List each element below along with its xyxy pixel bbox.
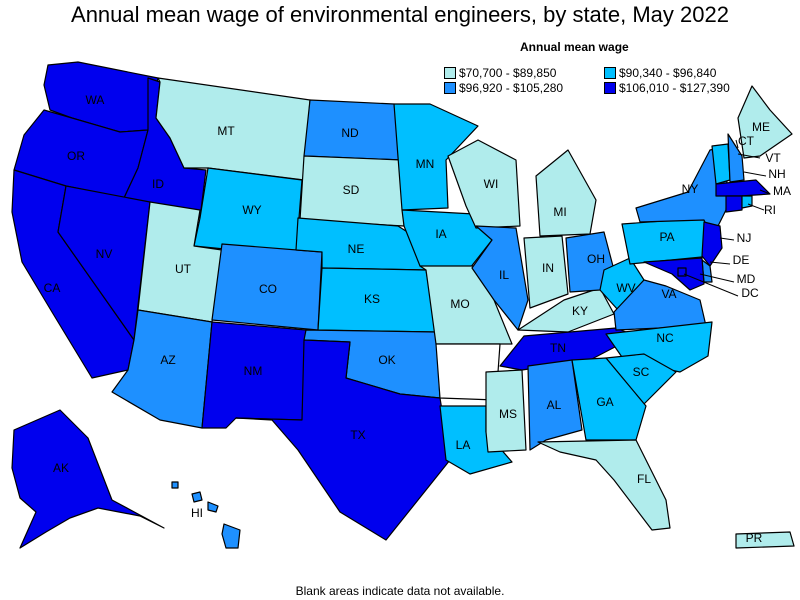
state-MD[interactable]	[643, 257, 705, 291]
legend-label: $90,340 - $96,840	[619, 66, 717, 80]
state-label-KY: KY	[572, 304, 588, 318]
leader-line-RI	[747, 203, 765, 211]
state-label-OK: OK	[378, 353, 395, 367]
state-label-ID: ID	[152, 177, 164, 191]
leader-line-MD	[699, 273, 735, 283]
state-label-WA: WA	[86, 93, 105, 107]
state-NH[interactable]	[727, 133, 745, 183]
state-label-IN: IN	[542, 261, 554, 275]
state-label-NM: NM	[244, 364, 263, 378]
leader-line-DE	[709, 261, 731, 265]
state-label-AZ: AZ	[160, 353, 175, 367]
state-label-OH: OH	[587, 252, 605, 266]
state-WI[interactable]	[447, 139, 521, 229]
state-label-IA: IA	[435, 227, 446, 241]
state-label-SC: SC	[633, 365, 650, 379]
state-FL[interactable]	[537, 439, 671, 531]
state-label-NV: NV	[96, 247, 113, 261]
state-IL[interactable]	[471, 225, 529, 331]
legend-label: $96,920 - $105,280	[459, 81, 564, 95]
state-label-PA: PA	[659, 230, 674, 244]
state-label-OR: OR	[67, 149, 85, 163]
state-MA[interactable]	[715, 179, 771, 197]
state-MS[interactable]	[485, 369, 527, 453]
legend-label: $70,700 - $89,850	[459, 66, 557, 80]
state-label-MA: MA	[773, 184, 791, 198]
state-label-RI: RI	[764, 203, 776, 217]
state-PR[interactable]	[735, 531, 795, 549]
legend-item-bin-4: $106,010 - $127,390	[604, 81, 730, 95]
state-label-MO: MO	[450, 297, 469, 311]
state-label-ME: ME	[752, 120, 770, 134]
state-label-PR: PR	[746, 531, 763, 545]
state-label-WV: WV	[616, 281, 635, 295]
state-AL[interactable]	[527, 359, 583, 451]
state-GA[interactable]	[571, 357, 647, 441]
state-label-CA: CA	[44, 281, 61, 295]
legend-label: $106,010 - $127,390	[619, 81, 730, 95]
map-title: Annual mean wage of environmental engine…	[71, 2, 729, 27]
legend-item-bin-2: $90,340 - $96,840	[604, 66, 716, 80]
leader-line-VT	[737, 153, 761, 159]
state-label-ND: ND	[341, 126, 359, 140]
state-RI[interactable]	[741, 195, 753, 209]
state-CT[interactable]	[725, 195, 743, 213]
state-label-DC: DC	[741, 286, 759, 300]
state-label-HI: HI	[191, 506, 203, 520]
state-IN[interactable]	[523, 235, 569, 309]
state-NJ[interactable]	[701, 221, 723, 267]
state-label-NH: NH	[768, 167, 785, 181]
state-label-TN: TN	[550, 341, 566, 355]
state-label-MN: MN	[416, 157, 435, 171]
state-label-MI: MI	[553, 205, 566, 219]
leader-line-DC	[683, 273, 739, 297]
legend-title: Annual mean wage	[520, 40, 629, 54]
state-label-CT: CT	[738, 134, 755, 148]
state-label-NJ: NJ	[737, 231, 752, 245]
state-label-AL: AL	[547, 398, 562, 412]
legend-swatch	[604, 82, 616, 94]
state-label-NC: NC	[656, 331, 674, 345]
state-MI[interactable]	[535, 149, 597, 237]
legend-item-bin-3: $96,920 - $105,280	[444, 81, 563, 95]
state-label-AK: AK	[53, 461, 69, 475]
state-label-NY: NY	[682, 182, 699, 196]
state-label-DE: DE	[733, 253, 750, 267]
state-label-WY: WY	[242, 203, 261, 217]
state-TX[interactable]	[235, 339, 451, 541]
state-label-GA: GA	[596, 395, 613, 409]
leader-line-NH	[743, 171, 767, 177]
state-label-VT: VT	[765, 151, 781, 165]
state-label-UT: UT	[175, 262, 192, 276]
state-label-CO: CO	[259, 282, 277, 296]
state-HI[interactable]	[171, 481, 241, 549]
state-ME[interactable]	[737, 85, 793, 159]
state-label-WI: WI	[484, 177, 499, 191]
state-label-MT: MT	[217, 124, 235, 138]
state-VA[interactable]	[613, 279, 707, 331]
state-label-VA: VA	[661, 287, 676, 301]
leader-line-NJ	[719, 237, 735, 241]
leader-line-MA	[759, 189, 771, 195]
leader-line-CT	[735, 139, 739, 149]
state-label-SD: SD	[343, 183, 360, 197]
legend-swatch	[604, 67, 616, 79]
state-label-MD: MD	[737, 272, 756, 286]
state-KY[interactable]	[517, 287, 615, 333]
state-labels: WA OR CA ID NV MT WY UT CO AZ NM ND SD NE KS OK TX MN IA MO…	[44, 93, 791, 545]
state-label-KS: KS	[364, 292, 380, 306]
state-label-MS: MS	[499, 407, 517, 421]
legend-swatch	[444, 67, 456, 79]
state-label-IL: IL	[499, 268, 509, 282]
state-label-TX: TX	[350, 428, 365, 442]
footnote: Blank areas indicate data not available.	[295, 584, 505, 598]
legend-item-bin-1: $70,700 - $89,850	[444, 66, 556, 80]
state-label-NE: NE	[348, 242, 365, 256]
state-AK[interactable]	[11, 409, 165, 549]
legend-swatch	[444, 82, 456, 94]
state-label-FL: FL	[637, 472, 651, 486]
state-label-LA: LA	[456, 438, 471, 452]
